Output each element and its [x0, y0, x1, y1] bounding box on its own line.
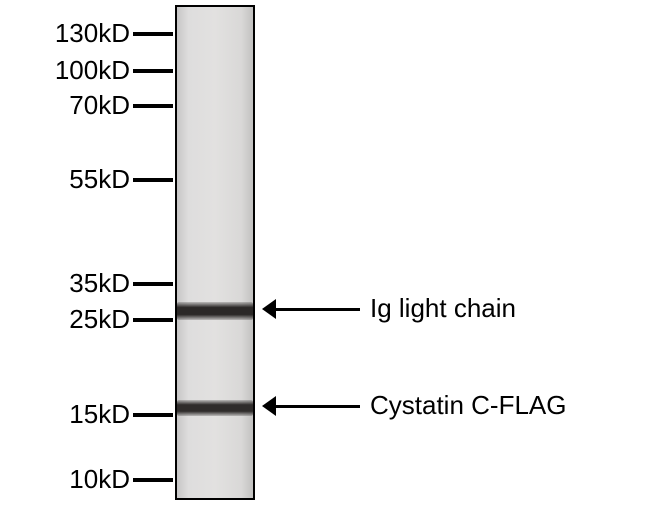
- marker-tick: [133, 178, 173, 182]
- marker-tick: [133, 413, 173, 417]
- marker-tick: [133, 69, 173, 73]
- marker-label: 130kD: [55, 18, 130, 49]
- gel-lane: [175, 5, 255, 500]
- annotation-arrow: [274, 308, 360, 311]
- marker-label: 100kD: [55, 55, 130, 86]
- annotation-arrow: [274, 405, 360, 408]
- band-ig-light-chain: [177, 302, 253, 320]
- western-blot-figure: 130kD 100kD 70kD 55kD 35kD 25kD 15kD 10kD Ig lig…: [0, 0, 650, 530]
- annotation-arrow-head: [262, 396, 276, 416]
- annotation-arrow-head: [262, 299, 276, 319]
- annotation-label-cystatin-c-flag: Cystatin C-FLAG: [370, 390, 567, 421]
- marker-label: 55kD: [69, 164, 130, 195]
- marker-label: 70kD: [69, 90, 130, 121]
- marker-label: 10kD: [69, 464, 130, 495]
- marker-tick: [133, 32, 173, 36]
- annotation-label-ig-light-chain: Ig light chain: [370, 293, 516, 324]
- marker-label: 35kD: [69, 268, 130, 299]
- marker-tick: [133, 318, 173, 322]
- marker-label: 15kD: [69, 399, 130, 430]
- marker-label: 25kD: [69, 304, 130, 335]
- band-cystatin-c-flag: [177, 400, 253, 416]
- marker-tick: [133, 478, 173, 482]
- marker-tick: [133, 104, 173, 108]
- marker-tick: [133, 282, 173, 286]
